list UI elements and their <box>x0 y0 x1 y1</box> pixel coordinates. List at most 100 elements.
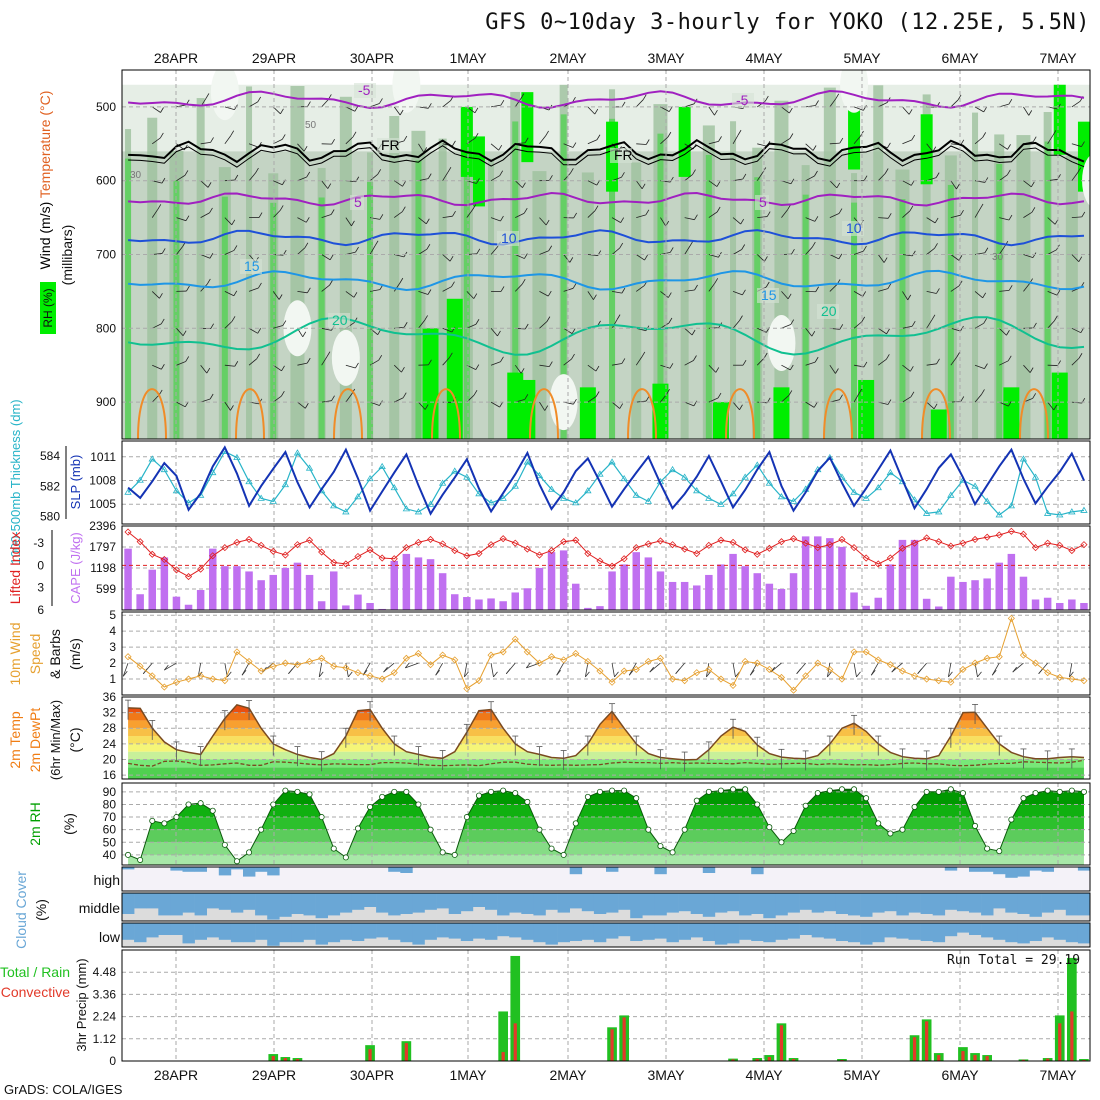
wind10m-point <box>898 667 907 675</box>
wind10m-point <box>378 675 386 683</box>
precip-conv-bar <box>791 1059 796 1061</box>
cloud-bar <box>654 923 667 939</box>
wind-barb <box>587 396 597 403</box>
wind-barb <box>176 328 184 336</box>
rh-point <box>596 788 603 795</box>
thickness-point <box>136 476 144 483</box>
wind-barb <box>666 389 670 395</box>
wind-barb <box>911 321 916 327</box>
wind-barb <box>739 404 743 410</box>
wind10m-point <box>366 672 374 680</box>
wind10m-point <box>741 657 749 666</box>
cape-bar <box>947 576 955 610</box>
rh-point <box>875 820 882 827</box>
cloud-bar <box>1017 893 1030 914</box>
cloud-bar <box>230 893 244 913</box>
thickness-point <box>172 487 181 494</box>
wind-barb <box>805 175 815 182</box>
wind-barb <box>355 362 359 369</box>
wind-barb <box>569 257 574 263</box>
wind10m-barb <box>614 671 619 678</box>
wind-barb <box>756 357 765 366</box>
wind-barb <box>490 175 500 182</box>
rh-point <box>851 786 858 793</box>
cloud-bar <box>981 893 994 916</box>
wind10m-point <box>838 675 846 683</box>
cloud-bar <box>787 923 800 939</box>
li-point <box>741 546 749 554</box>
rh-point <box>512 790 519 797</box>
li-point <box>318 548 326 556</box>
thickness-point <box>1068 508 1076 515</box>
wind-barb <box>982 132 987 138</box>
thickness-point <box>1056 511 1064 518</box>
cape-bar <box>463 597 471 610</box>
thickness-point <box>487 499 495 506</box>
rh-point <box>742 786 749 793</box>
wind10m-point <box>789 686 798 694</box>
wind-barb <box>974 394 982 403</box>
wind-barb <box>805 246 813 255</box>
wind-barb <box>757 327 767 333</box>
wind-barb <box>331 138 335 145</box>
wind10m-barb <box>241 669 247 676</box>
thickness-point <box>330 502 338 509</box>
wind-barb <box>524 323 529 330</box>
wind-barb <box>490 143 499 151</box>
wind-barb <box>642 94 647 100</box>
wind-barb <box>594 108 599 115</box>
rh-axis-label: (%) <box>61 813 77 835</box>
cloud-bar <box>376 923 389 938</box>
rh-column <box>1051 372 1068 439</box>
rh-dry-cell <box>767 315 796 372</box>
rh-tick: 70 <box>103 810 117 824</box>
rh-plume <box>754 177 761 439</box>
wind-barb <box>877 173 886 181</box>
precip-conv-bar <box>779 1025 784 1061</box>
cloud-bar <box>811 923 825 938</box>
panel-frame <box>121 696 1091 780</box>
wind-barb <box>644 254 648 261</box>
wind-barb <box>645 209 650 216</box>
pressure-tick: 700 <box>96 248 116 262</box>
cape-bar <box>305 574 314 610</box>
li-point <box>269 547 277 555</box>
cape-bar <box>922 598 931 610</box>
thickness-point <box>741 473 749 480</box>
cloud-bar <box>593 893 607 914</box>
wind-barb <box>544 405 549 411</box>
thickness-point <box>257 494 265 501</box>
rh-point <box>209 807 216 814</box>
cape-bar <box>136 594 144 610</box>
cloud-bar <box>1041 893 1054 913</box>
wind-barb <box>960 139 965 146</box>
rh-point <box>730 786 737 793</box>
wind10m-barb <box>288 668 293 675</box>
wind-barb <box>186 285 190 292</box>
wind-barb <box>490 217 501 222</box>
wind-barb <box>790 178 795 184</box>
wind-barb <box>781 106 790 114</box>
rh-plume <box>705 154 712 439</box>
rh-point <box>173 814 180 821</box>
isotherm-label: 15 <box>244 258 260 274</box>
wind10m-point <box>1019 651 1028 659</box>
wind10m-point <box>499 648 507 656</box>
wind-barb <box>950 356 958 366</box>
wind-barb <box>248 287 259 292</box>
wind-barb <box>248 327 258 334</box>
wind-barb <box>160 318 165 325</box>
wind-barb <box>1081 141 1085 147</box>
panel-frame <box>121 440 1091 525</box>
rh-column <box>678 106 691 177</box>
wind10m-barb <box>1069 671 1074 678</box>
wind-barb <box>902 364 911 372</box>
wind-barb <box>829 364 836 374</box>
cloud-bar <box>618 893 631 910</box>
date-label-top: 3MAY <box>647 50 685 66</box>
wind-barb <box>740 218 745 225</box>
wind-barb <box>902 325 913 329</box>
wind10m-point <box>874 656 882 664</box>
wind-barb <box>926 319 933 329</box>
wind10m-barb <box>628 669 634 676</box>
